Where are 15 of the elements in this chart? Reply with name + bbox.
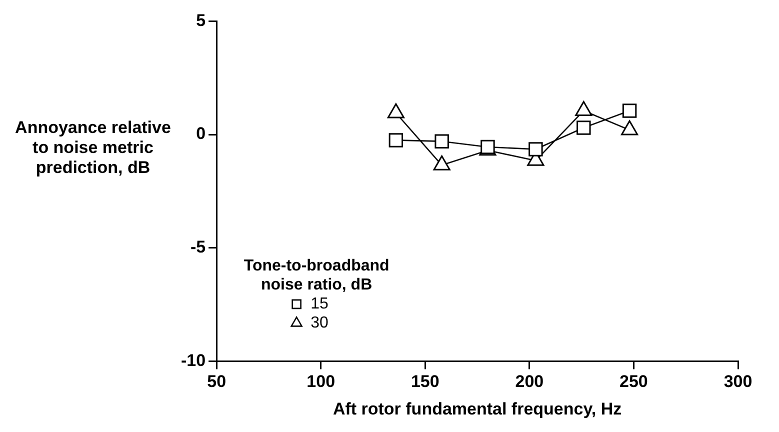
x-tick-label: 300 — [724, 372, 752, 392]
y-axis-title: Annoyance relative to noise metric prediction, dB — [14, 118, 172, 178]
x-tick-label: 100 — [306, 372, 336, 392]
y-tick-label: 5 — [196, 10, 206, 30]
y-tick-label: -5 — [190, 238, 206, 257]
legend-label: 30 — [310, 314, 328, 332]
x-tick-label: 250 — [620, 372, 648, 392]
x-tick-label: 50 — [207, 372, 226, 392]
y-tick-label: 0 — [196, 124, 206, 144]
legend-label: 15 — [310, 296, 328, 313]
y-tick-label: -10 — [180, 350, 206, 370]
legend-title: Tone-to-broadband noise ratio, dB — [244, 258, 390, 294]
x-tick-label: 200 — [515, 372, 544, 392]
x-axis-title: Aft rotor fundamental frequency, Hz — [332, 399, 622, 418]
x-tick-label: 150 — [410, 372, 440, 392]
